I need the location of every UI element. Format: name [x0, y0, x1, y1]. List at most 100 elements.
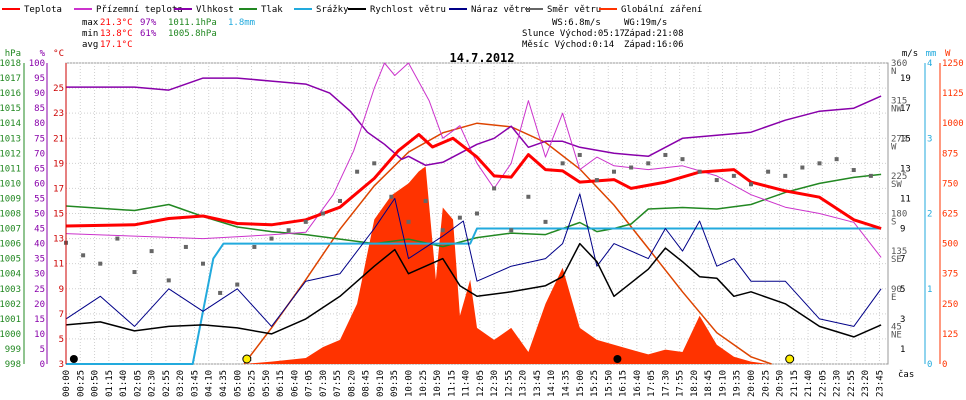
x-axis-tick: 14:10	[547, 370, 557, 397]
x-axis-tick: 12:55	[504, 370, 514, 397]
ms-axis-tick: 15	[900, 134, 911, 144]
wind-dir-point	[509, 228, 514, 233]
x-axis-tick: 19:10	[718, 370, 728, 397]
x-axis-tick: 15:50	[604, 370, 614, 397]
ms-axis-label: m/s	[902, 49, 918, 59]
wind-dir-point	[457, 215, 462, 220]
legend-label: Globální záření	[621, 5, 702, 15]
dir-axis-tick: NW	[891, 105, 902, 115]
pct-axis-label: %	[40, 49, 46, 59]
ground-temp-line	[65, 62, 882, 258]
x-axis-tick: 07:30	[319, 370, 329, 397]
x-axis-tick: 06:15	[276, 370, 286, 397]
wm2-axis-tick: 1000	[942, 119, 964, 129]
wind-dir-point	[98, 261, 103, 266]
hpa-axis-tick: 1008	[0, 210, 21, 220]
x-axis-tick: 21:40	[804, 370, 814, 397]
dir-axis-tick: 180	[891, 210, 907, 220]
x-axis-tick: 20:25	[761, 370, 771, 397]
wind-dir-point	[115, 236, 120, 241]
stat-pressure: 1005.8hPa	[168, 29, 217, 39]
x-axis-tick: 09:10	[376, 370, 386, 397]
wind-dir-point	[492, 186, 497, 191]
dir-axis-tick: W	[891, 142, 897, 152]
x-axis-tick: 20:00	[747, 370, 757, 397]
legend-label: Rychlost větru	[370, 5, 446, 15]
pct-axis-tick: 70	[34, 149, 45, 159]
wind-dir-point	[235, 282, 240, 287]
pct-axis-tick: 20	[34, 300, 45, 310]
pct-axis-tick: 75	[34, 134, 45, 144]
x-axis-tick: 01:40	[119, 370, 129, 397]
wind-dir-point	[269, 236, 274, 241]
hpa-axis-tick: 1013	[0, 134, 21, 144]
wind-dir-point	[749, 182, 753, 187]
mm-axis-tick: 2	[927, 210, 932, 220]
stat-label: avg	[82, 40, 98, 50]
dir-axis-tick: 360	[891, 59, 907, 69]
ms-axis-tick: 13	[900, 164, 911, 174]
degc-axis-tick: 21	[53, 134, 64, 144]
moonset-marker	[613, 355, 622, 363]
wind-dir-point	[663, 152, 668, 157]
pct-axis-tick: 45	[34, 225, 45, 235]
hpa-axis-tick: 1012	[0, 149, 21, 159]
x-axis-tick: 18:45	[704, 370, 714, 397]
pct-axis-tick: 25	[34, 285, 45, 295]
x-axis-tick: 23:20	[861, 370, 871, 397]
wind-dir-point	[440, 228, 445, 233]
stat-temp: 17.1°C	[100, 40, 133, 50]
hpa-axis-tick: 1016	[0, 89, 21, 99]
gust-line	[65, 193, 882, 327]
hpa-axis-tick: 1003	[0, 285, 21, 295]
wind-dir-point	[406, 219, 411, 224]
x-axis-tick: 02:05	[133, 370, 143, 397]
dir-axis-tick: SW	[891, 180, 902, 190]
wind-dir-point	[851, 168, 856, 173]
x-axis-tick: 04:35	[219, 370, 229, 397]
hpa-axis-tick: 1004	[0, 270, 21, 280]
x-axis-tick: 22:05	[818, 370, 828, 397]
wind-dir-point	[201, 261, 205, 266]
legend-label: Teplota	[24, 5, 62, 15]
wind-dir-point	[218, 290, 223, 295]
info-moon: Měsíc Východ:0:14	[522, 40, 614, 50]
dir-axis-tick: 225	[891, 172, 907, 182]
mm-axis-tick: 4	[927, 59, 932, 69]
wm2-axis-tick: 1250	[942, 59, 964, 69]
x-axis-tick: 12:05	[476, 370, 486, 397]
hpa-axis-tick: 1001	[0, 315, 21, 325]
wind-dir-point	[149, 249, 154, 254]
x-axis-tick: 05:50	[262, 370, 272, 397]
info-sun-set: Západ:21:08	[624, 29, 684, 39]
wind-dir-point	[543, 219, 548, 224]
hpa-axis-tick: 1010	[0, 179, 21, 189]
degc-axis-tick: 7	[59, 310, 64, 320]
wm2-axis-tick: 500	[942, 240, 958, 250]
legend-label: Tlak	[261, 5, 283, 15]
wind-dir-point	[594, 178, 599, 183]
x-axis-tick: 13:45	[533, 370, 543, 397]
hpa-axis-tick: 1014	[0, 119, 21, 129]
hpa-axis-tick: 1011	[0, 164, 21, 174]
stat-pressure: 1011.1hPa	[168, 18, 217, 28]
pct-axis-tick: 30	[34, 270, 45, 280]
info-wg: WG:19m/s	[624, 18, 667, 28]
wind-dir-point	[132, 270, 137, 275]
legend-label: Náraz větru	[471, 5, 531, 15]
wm2-axis-tick: 0	[942, 360, 947, 370]
ms-axis-tick: 9	[900, 225, 905, 235]
degc-axis-tick: 19	[53, 159, 64, 169]
x-axis-tick: 09:35	[390, 370, 400, 397]
dir-axis-tick: E	[891, 293, 896, 303]
wind-dir-point	[731, 173, 736, 178]
info-moon-set: Západ:16:06	[624, 40, 684, 50]
x-axis-tick: 02:55	[162, 370, 172, 397]
wm2-axis-tick: 375	[942, 270, 958, 280]
x-axis-tick: 21:15	[790, 370, 800, 397]
ms-axis-tick: 1	[900, 345, 905, 355]
wind-dir-point	[766, 169, 771, 174]
mm-axis-tick: 0	[927, 360, 932, 370]
